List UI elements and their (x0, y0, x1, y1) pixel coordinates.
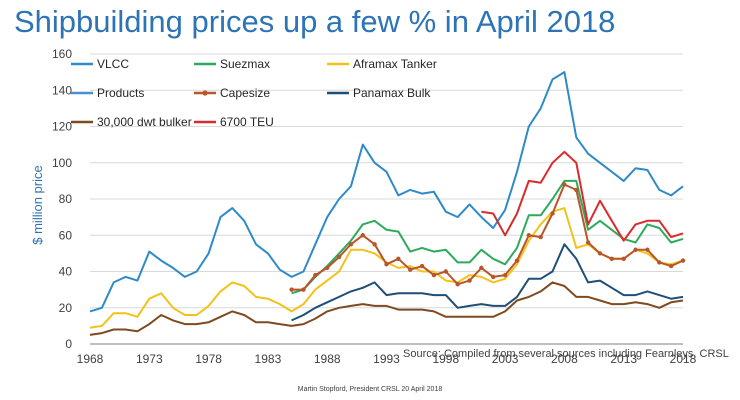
data-point (621, 256, 626, 262)
y-tick-label: 140 (52, 83, 72, 97)
x-tick-label: 2013 (610, 352, 637, 366)
series-line (481, 150, 684, 242)
series-line (291, 179, 684, 295)
data-point (562, 182, 567, 187)
x-tick-label: 1978 (195, 352, 222, 366)
data-point (289, 287, 294, 292)
data-point (491, 274, 496, 280)
data-point (431, 272, 437, 278)
x-tick-label: 1993 (373, 352, 400, 366)
data-point (360, 233, 365, 238)
data-point (657, 260, 662, 265)
x-tick-label: 2008 (551, 352, 578, 366)
y-tick-label: 60 (59, 228, 73, 242)
data-point (419, 263, 425, 269)
data-point (502, 272, 508, 278)
data-point (538, 234, 543, 240)
data-point (313, 272, 318, 278)
x-tick-label: 2003 (492, 352, 519, 366)
axes: 0 20 40 60 80 100 120 140 160 1968 1973 1978 1983 198… (52, 47, 697, 366)
legend-label: Suezmax (220, 57, 270, 71)
legend-label: Capesize (220, 86, 270, 100)
data-point (467, 278, 472, 283)
series-lines (89, 71, 686, 336)
data-point (633, 247, 638, 252)
footer-credit: Martin Stopford, President CRSL 20 April… (297, 386, 443, 393)
data-point (443, 269, 448, 274)
y-axis-label: $ million price (30, 165, 45, 244)
data-point (348, 242, 354, 247)
series-line (291, 243, 684, 322)
data-point (645, 247, 650, 252)
x-tick-label: 1983 (255, 352, 282, 366)
series-line (89, 281, 684, 336)
data-point (668, 263, 674, 269)
data-point (609, 256, 615, 262)
data-point (680, 258, 686, 263)
legend-label: 6700 TEU (220, 115, 274, 129)
data-point (301, 287, 306, 292)
legend-label: VLCC (97, 57, 129, 71)
x-tick-label: 1988 (314, 352, 341, 366)
y-tick-label: 40 (59, 265, 73, 279)
data-point (455, 281, 460, 287)
data-point (372, 242, 377, 247)
legend-marker (202, 90, 208, 96)
data-point (574, 187, 579, 193)
y-tick-label: 0 (65, 337, 72, 351)
legend: VLCC Suezmax Aframax Tanker Products Capesiz… (71, 57, 437, 129)
y-tick-label: 120 (52, 120, 72, 134)
data-point (479, 265, 484, 271)
x-tick-label: 1973 (136, 352, 163, 366)
legend-label: Products (97, 86, 144, 100)
data-point (336, 254, 342, 260)
y-tick-label: 100 (52, 156, 72, 170)
x-tick-label: 1998 (432, 352, 459, 366)
chart-title: Shipbuilding prices up a few % in April … (14, 4, 616, 39)
legend-label: Aframax Tanker (353, 57, 437, 71)
x-tick-label: 2018 (670, 352, 697, 366)
data-point (550, 211, 555, 216)
legend-label: 30,000 dwt bulker (97, 115, 192, 129)
data-point (408, 267, 413, 272)
data-point (526, 233, 532, 238)
data-point (514, 258, 520, 263)
source-note: Source: Compiled from several sources in… (403, 348, 729, 360)
data-point (384, 262, 389, 267)
data-point (585, 240, 591, 245)
series-line (291, 183, 684, 291)
series-line (89, 71, 684, 313)
y-tick-label: 160 (52, 47, 72, 61)
x-tick-label: 1968 (77, 352, 104, 366)
legend-label: Panamax Bulk (353, 86, 431, 100)
data-point (396, 256, 401, 262)
data-point (325, 265, 330, 271)
data-point (597, 251, 603, 256)
y-tick-label: 80 (59, 192, 73, 206)
y-tick-label: 20 (59, 301, 73, 315)
